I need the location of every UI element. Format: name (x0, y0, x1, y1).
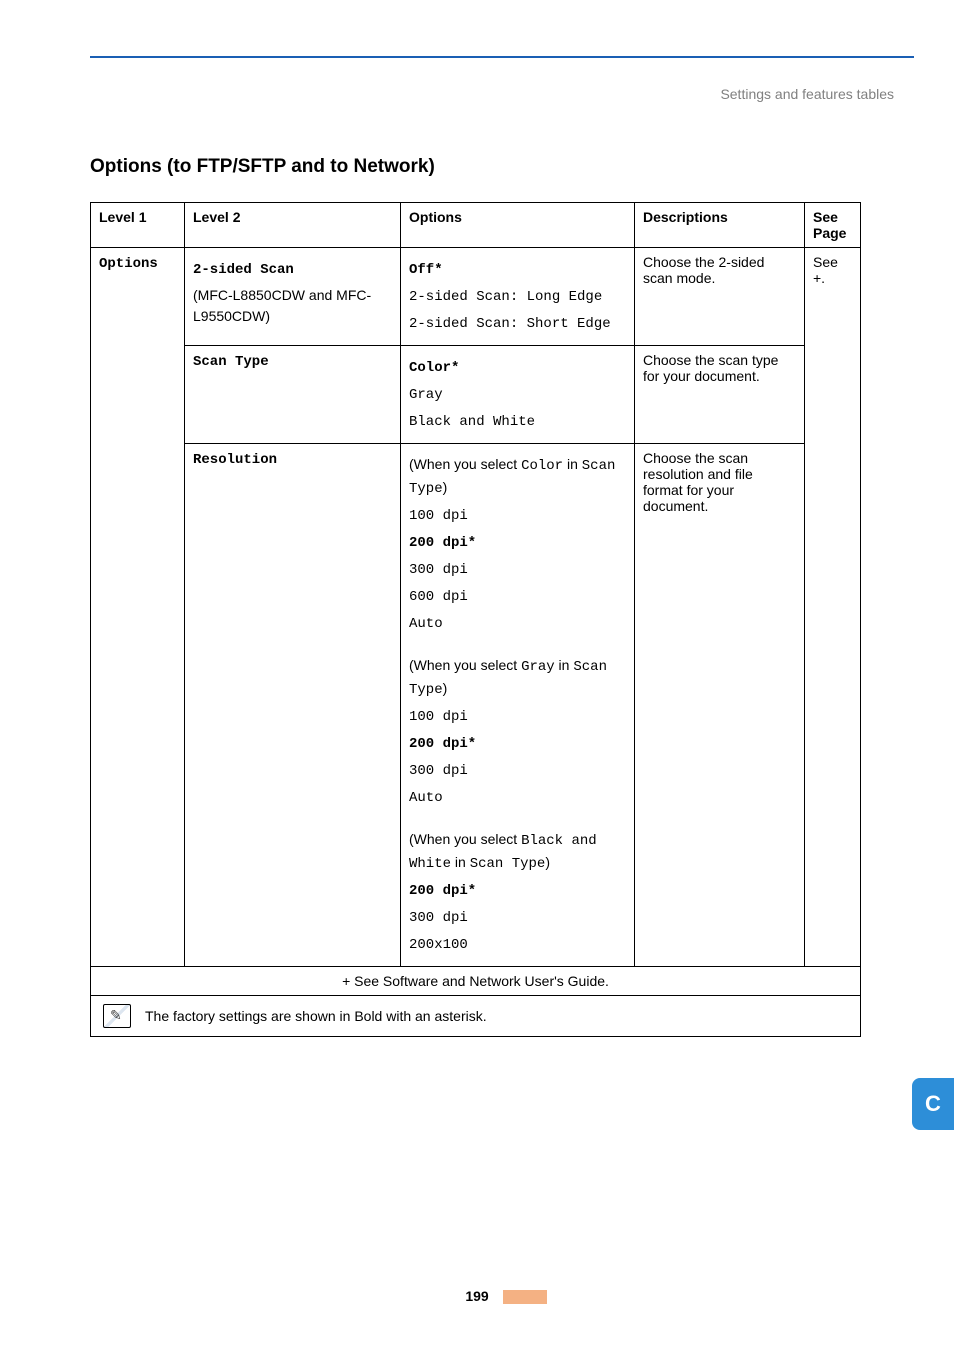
text: ) (443, 680, 448, 696)
text: in (555, 657, 574, 673)
option-value: 200x100 (409, 937, 468, 953)
option-value: 300 dpi (409, 763, 468, 779)
mono-term: Scan Type (470, 856, 546, 872)
table-row: Resolution (When you select Color in Sca… (91, 444, 861, 967)
text: (When you select (409, 657, 521, 673)
cell-options: Off* 2-sided Scan: Long Edge 2-sided Sca… (401, 248, 635, 346)
option-block: (When you select Color in Scan Type) 100… (409, 454, 626, 635)
text: in (563, 456, 582, 472)
option-block-header: (When you select Black and White in Scan… (409, 829, 626, 875)
text: (When you select (409, 831, 521, 847)
cell-options: Color* Gray Black and White (401, 346, 635, 444)
page-number-bar (503, 1290, 547, 1304)
text: ) (545, 854, 550, 870)
option-value: 100 dpi (409, 709, 468, 725)
option-value: 200 dpi* (409, 736, 476, 752)
table-footnote-row: + See Software and Network User's Guide. (91, 967, 861, 996)
text: (When you select (409, 456, 521, 472)
table-note-row: The factory settings are shown in Bold w… (91, 996, 861, 1037)
note-cell: The factory settings are shown in Bold w… (91, 996, 861, 1037)
option-value: Gray (409, 387, 443, 403)
doc-section-header: Settings and features tables (720, 86, 894, 102)
th-level2: Level 2 (185, 203, 401, 248)
cell-see-page: See +. (805, 248, 861, 967)
th-descriptions: Descriptions (635, 203, 805, 248)
mono-term: Gray (521, 659, 555, 675)
option-value: Black and White (409, 414, 535, 430)
cell-level2: 2-sided Scan (MFC-L8850CDW and MFC-L9550… (185, 248, 401, 346)
option-value: Auto (409, 616, 443, 632)
level2-main: 2-sided Scan (193, 262, 294, 278)
cell-description: Choose the scan type for your document. (635, 346, 805, 444)
option-value: 2-sided Scan: Short Edge (409, 316, 611, 332)
option-value: Off* (409, 262, 443, 278)
table-header-row: Level 1 Level 2 Options Descriptions See… (91, 203, 861, 248)
option-value: Auto (409, 790, 443, 806)
cell-description: Choose the 2-sided scan mode. (635, 248, 805, 346)
option-value: 200 dpi* (409, 535, 476, 551)
text: in (451, 854, 470, 870)
level2-main: Resolution (193, 452, 277, 468)
option-value: 200 dpi* (409, 883, 476, 899)
option-value: 600 dpi (409, 589, 468, 605)
cell-level2: Resolution (185, 444, 401, 967)
th-see-page: See Page (805, 203, 861, 248)
note-text: The factory settings are shown in Bold w… (145, 1008, 487, 1024)
page-number: 199 (465, 1288, 488, 1304)
table-row: Options 2-sided Scan (MFC-L8850CDW and M… (91, 248, 861, 346)
page: Settings and features tables Options (to… (0, 0, 954, 1348)
cell-description: Choose the scan resolution and file form… (635, 444, 805, 967)
text: ) (443, 479, 448, 495)
section-title: Options (to FTP/SFTP and to Network) (90, 156, 435, 178)
mono-term: Color (521, 458, 563, 474)
cell-level1: Options (91, 248, 185, 967)
cell-level2: Scan Type (185, 346, 401, 444)
th-options: Options (401, 203, 635, 248)
header-rule (90, 56, 914, 58)
see-note: See +. (813, 254, 838, 286)
option-value: 2-sided Scan: Long Edge (409, 289, 602, 305)
option-block: (When you select Black and White in Scan… (409, 829, 626, 956)
option-block: (When you select Gray in Scan Type) 100 … (409, 655, 626, 809)
level1-label: Options (99, 256, 158, 272)
level2-main: Scan Type (193, 354, 269, 370)
note-icon (103, 1004, 131, 1028)
option-value: 100 dpi (409, 508, 468, 524)
level2-sub: (MFC-L8850CDW and MFC-L9550CDW) (193, 285, 392, 327)
table-row: Scan Type Color* Gray Black and White Ch… (91, 346, 861, 444)
option-value: Color* (409, 360, 459, 376)
option-block-header: (When you select Color in Scan Type) (409, 454, 626, 500)
appendix-tab: C (912, 1078, 954, 1130)
option-value: 300 dpi (409, 562, 468, 578)
footnote-cell: + See Software and Network User's Guide. (91, 967, 861, 996)
options-table: Level 1 Level 2 Options Descriptions See… (90, 202, 861, 1037)
option-block-header: (When you select Gray in Scan Type) (409, 655, 626, 701)
th-level1: Level 1 (91, 203, 185, 248)
cell-options: (When you select Color in Scan Type) 100… (401, 444, 635, 967)
option-value: 300 dpi (409, 910, 468, 926)
